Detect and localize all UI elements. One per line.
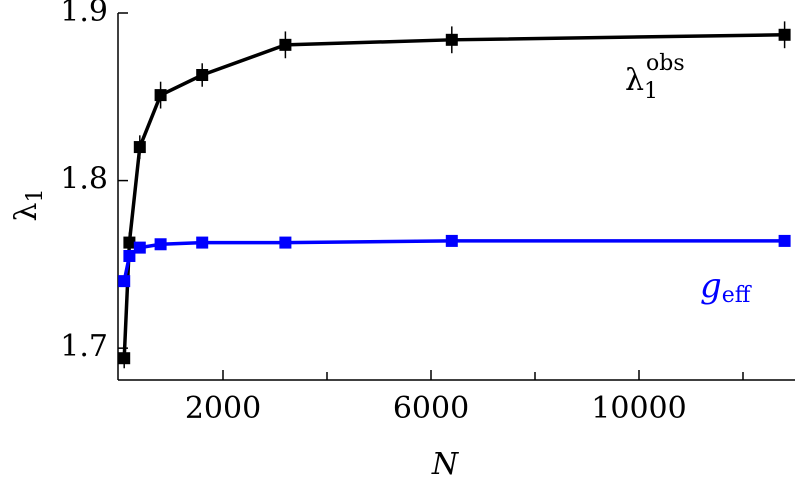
y-axis-label: λ1 [9,188,48,221]
marker [778,28,791,41]
marker [154,89,167,102]
marker [778,234,791,247]
marker [279,38,292,51]
series-label: geff [700,266,752,308]
label-sup: obs [646,51,685,76]
label-sub: eff [722,283,752,308]
marker [118,352,131,365]
x-tick-label: 10000 [591,391,686,426]
marker [123,249,136,262]
y-tick-label: 1.7 [60,329,108,364]
marker [133,141,146,154]
marker [196,69,209,82]
marker [196,236,209,249]
marker [133,241,146,254]
series-label: λ1 obs [625,51,685,104]
series-line [122,33,785,359]
x-tick-label: 6000 [393,391,469,426]
y-tick-label: 1.9 [60,0,108,29]
marker [445,33,458,46]
label-base: g [700,266,722,306]
y-label-sub: 1 [23,188,48,202]
x-axis-label: N [431,447,460,482]
marker [445,234,458,247]
series-line [122,239,785,282]
marker [154,238,167,251]
marker [123,236,136,249]
y-label-base: λ [9,202,44,221]
marker [118,275,131,288]
label-base: λ [625,63,644,98]
marker [279,236,292,249]
label-sub: 1 [644,79,658,104]
x-tick-label: 2000 [185,391,261,426]
y-tick-label: 1.8 [60,162,108,197]
